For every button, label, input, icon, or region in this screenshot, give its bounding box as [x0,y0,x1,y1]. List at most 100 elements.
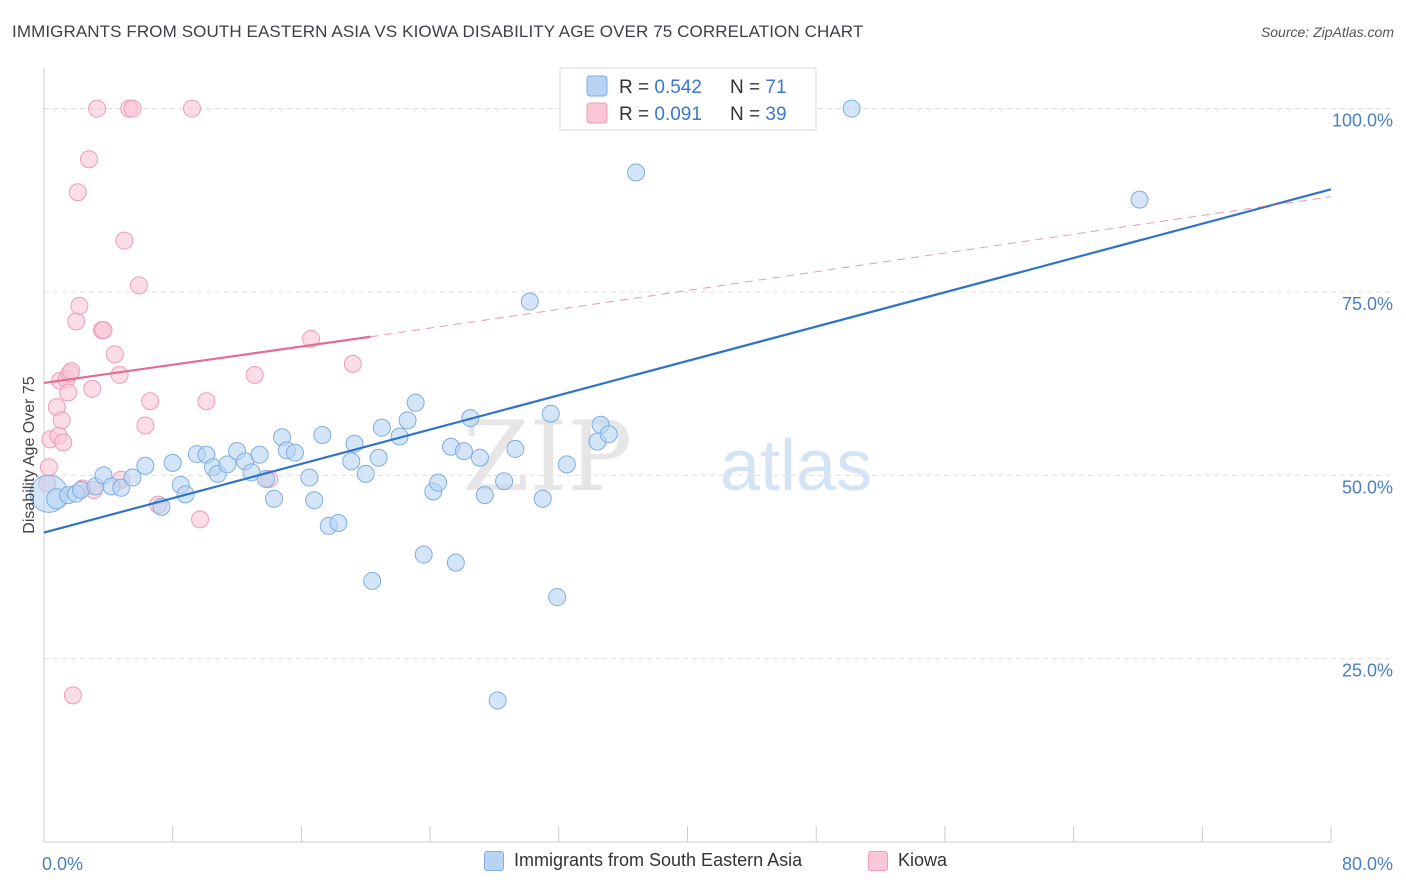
axis-layer: 25.0% 50.0% 75.0% 100.0% 0.0% 80.0% [42,68,1393,874]
chart-source: Source: ZipAtlas.com [1260,24,1394,40]
chart-title: IMMIGRANTS FROM SOUTH EASTERN ASIA VS KI… [12,22,864,41]
sea-immigrant-point [557,455,576,474]
legend-swatch-pink [868,850,888,871]
sea-immigrant-point [163,453,182,472]
sea-immigrant-point [520,292,539,311]
kiowa-point [141,392,160,411]
legend-label: Kiowa [898,850,948,870]
sea-immigrant-point [363,571,382,590]
kiowa-point [88,99,107,118]
kiowa-trend-line [43,335,371,385]
kiowa-point [110,365,129,384]
kiowa-point [83,379,102,398]
kiowa-point [183,99,202,118]
svg-text:N = 71: N = 71 [730,77,787,98]
legend-swatch-pink [586,102,608,124]
sea-immigrant-point [446,553,465,572]
sea-immigrant-point [599,425,618,444]
kiowa-point [136,416,155,435]
legend-r-label: R = [619,77,654,98]
kiowa-point [245,365,264,384]
correlation-legend: R = 0.542 N = 71 R = 0.091 N = 39 [559,67,817,131]
legend-n-value: 39 [765,104,786,125]
kiowa-point [94,321,113,340]
sea-immigrant-point [300,468,319,487]
kiowa-point [191,510,210,529]
sea-immigrant-point [470,448,489,467]
x-tick-label-max: 80.0% [1342,854,1393,874]
sea-immigrant-point [454,442,473,461]
sea-immigrant-point [313,426,332,444]
series-legend: Immigrants from South Eastern Asia Kiowa [0,850,1406,880]
y-tick-label: 25.0% [1342,661,1393,681]
sea-immigrant-point [548,588,567,607]
kiowa-point [343,354,362,373]
sea-immigrant-point [372,418,391,437]
kiowa-point [197,392,216,411]
kiowa-point [129,276,148,295]
kiowa-point [67,312,86,331]
legend-r-value: 0.091 [654,104,702,125]
kiowa-point [105,345,124,364]
kiowa-point [80,150,99,169]
kiowa-trend-extension [370,196,1332,338]
sea-immigrant-point [123,468,142,487]
legend-swatch-blue [586,75,608,97]
sea-immigrant-point [218,455,237,474]
sea-immigrant-point [112,478,131,497]
svg-text:R = 0.542: R = 0.542 [619,77,702,98]
sea-immigrant-point [475,486,494,505]
sea-immigrant-point [342,452,361,471]
legend-item-sea-immigrants[interactable]: Immigrants from South Eastern Asia [484,850,802,871]
y-axis-label: Disability Age Over 75 [21,376,38,534]
watermark: ZIP atlas [463,401,872,513]
sea-immigrant-point [265,489,284,508]
kiowa-point [54,433,73,452]
kiowa-point [39,458,58,477]
sea-immigrant-point [356,464,375,483]
legend-item-kiowa[interactable]: Kiowa [868,850,947,871]
x-tick-label-min: 0.0% [42,854,83,874]
sea-immigrant-point [1130,190,1149,209]
sea-immigrant-point [842,99,861,118]
trend-lines [43,188,1332,534]
legend-swatch-blue [484,850,504,871]
sea-immigrant-point [398,411,417,430]
legend-r-value: 0.542 [654,77,702,98]
legend-label: Immigrants from South Eastern Asia [514,850,803,870]
sea-immigrant-point [627,163,646,182]
kiowa-point [59,383,78,402]
legend-n-label: N = [730,77,765,98]
legend-n-label: N = [730,104,765,125]
sea-immigrant-point [250,445,269,464]
kiowa-point [115,231,134,250]
svg-text:R = 0.091: R = 0.091 [619,104,702,125]
y-tick-label: 50.0% [1342,477,1393,497]
sea-immigrant-point [406,393,425,412]
y-tick-label: 75.0% [1342,294,1393,314]
sea-immigrant-point [369,448,388,467]
sea-trend-line [43,188,1332,534]
sea-immigrant-point [285,443,304,462]
y-tick-label: 100.0% [1332,111,1393,131]
kiowa-point [70,296,89,315]
sea-immigrant-point [429,473,448,492]
sea-immigrant-point [488,691,507,710]
sea-immigrant-point [329,514,348,532]
kiowa-point [63,686,82,705]
sea-immigrant-point [506,439,525,458]
sea-immigrant-point [495,472,514,491]
kiowa-point [52,411,71,430]
kiowa-points [38,99,362,705]
svg-text:N = 39: N = 39 [730,104,787,125]
sea-immigrant-point [136,456,155,475]
kiowa-point [302,329,321,348]
kiowa-point [68,183,87,202]
grid-layer [44,108,1392,660]
sea-immigrant-point [414,545,433,564]
sea-immigrant-point [533,489,552,508]
kiowa-point [123,99,142,118]
sea-immigrant-point [305,491,324,510]
watermark-atlas: atlas [720,426,872,506]
